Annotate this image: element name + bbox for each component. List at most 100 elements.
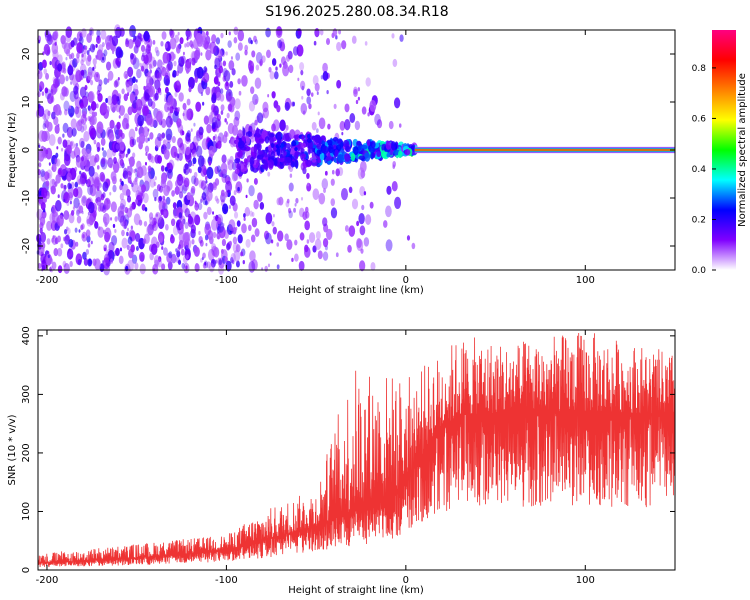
spectrogram-cell	[299, 62, 305, 71]
spectrogram-cell	[175, 180, 180, 188]
spectrogram-cell	[228, 205, 231, 209]
spectrogram-cell	[330, 178, 335, 186]
spectrogram-cell	[398, 123, 402, 128]
spectrogram-cell	[238, 173, 242, 179]
spectrogram-cell	[273, 71, 279, 80]
spectrogram-cell	[247, 60, 255, 72]
spectrogram-cell	[291, 257, 294, 263]
spectrogram-cell	[103, 229, 106, 234]
spectrogram-cell	[358, 155, 366, 161]
spectrogram-cell	[79, 86, 87, 98]
spectrogram-cell	[65, 75, 69, 82]
spectrogram-cell	[229, 81, 234, 88]
spectrogram-cell	[294, 239, 298, 246]
spectrogram-cell	[234, 158, 241, 164]
spectrogram-cell	[218, 65, 224, 74]
spectrogram-cell	[364, 152, 371, 162]
spectrogram-cell	[131, 201, 136, 210]
spectrogram-cell	[87, 54, 92, 62]
spectrogram-cell	[92, 258, 97, 266]
spectrogram-cell	[226, 121, 229, 125]
spectrogram-cell	[359, 225, 366, 236]
spectrogram-cell	[186, 98, 191, 106]
spectrogram-cell	[150, 155, 156, 164]
spectrogram-cell	[98, 44, 104, 53]
spectrogram-cell	[41, 59, 47, 69]
spectrogram-cell	[164, 93, 167, 99]
spectrogram-cell	[147, 137, 150, 142]
spectrogram-cell	[222, 134, 228, 144]
spectrogram-cell	[225, 51, 228, 56]
spectrogram-cell	[161, 150, 164, 155]
spectrogram-cell	[156, 110, 163, 123]
spectrogram-cell	[46, 220, 52, 231]
spectrogram-cell	[88, 258, 92, 265]
spectrogram-cell	[75, 107, 82, 119]
y-tick-label: -20	[21, 238, 32, 254]
spectrogram-cell	[280, 56, 286, 66]
spectrogram-cell	[313, 40, 317, 46]
spectrogram-cell	[109, 191, 112, 196]
spectrogram-cell	[163, 209, 167, 216]
spectrogram-cell	[351, 198, 359, 210]
spectrogram-cell	[67, 64, 74, 76]
spectrogram-cell	[277, 137, 281, 147]
spectrogram-cell	[294, 202, 297, 207]
spectrogram-cell	[308, 103, 312, 110]
spectrogram-cell	[115, 46, 123, 59]
spectrogram-cell	[38, 130, 46, 142]
spectrogram-cell	[162, 198, 167, 207]
snr-y-label: SNR (10 * v/v)	[7, 414, 18, 485]
spectrogram-cell	[298, 260, 305, 271]
spectrogram-cell	[131, 180, 139, 193]
spectrogram-cell	[216, 198, 220, 204]
spectrogram-cell	[42, 123, 47, 130]
spectrogram-cell	[325, 228, 333, 241]
y-tick-label: 200	[21, 443, 32, 462]
spectrogram-cell	[81, 147, 87, 156]
spectrogram-cell	[314, 28, 320, 38]
spectrogram-cell	[171, 190, 175, 197]
spectrogram-cell	[206, 136, 210, 143]
spectrogram-cell	[65, 48, 71, 57]
spectrogram-cell	[364, 41, 368, 46]
spectrogram-cell	[397, 150, 403, 159]
spectrogram-cell	[51, 211, 59, 224]
spectrogram-cell	[234, 168, 240, 175]
spectrogram-y-label: Frequency (Hz)	[7, 112, 18, 188]
spectrogram-cell	[338, 29, 342, 35]
spectrogram-cell	[86, 218, 90, 225]
spectrogram-cell	[96, 29, 101, 37]
y-tick-label: -10	[21, 190, 32, 206]
spectrogram-cell	[61, 40, 67, 50]
spectrogram-cell	[207, 114, 214, 125]
spectrogram-cell	[46, 34, 53, 46]
spectrogram-cell	[103, 216, 107, 224]
spectrogram-cell	[268, 144, 272, 151]
spectrogram-cell	[106, 126, 114, 139]
spectrogram-cell	[185, 265, 188, 270]
spectrogram-cell	[144, 161, 148, 166]
spectrogram-cell	[92, 66, 95, 71]
spectrogram-cell	[88, 47, 91, 52]
spectrogram-cell	[186, 108, 194, 121]
spectrogram-cell	[290, 161, 295, 168]
spectrogram-cell	[344, 225, 349, 232]
spectrogram-cell	[336, 79, 342, 89]
spectrogram-cell	[102, 192, 106, 199]
spectrogram-cell	[254, 39, 258, 45]
spectrogram-cell	[157, 256, 162, 263]
spectrogram-cell	[360, 248, 364, 254]
spectrogram-cell	[299, 80, 306, 90]
spectrogram-cell	[123, 93, 128, 102]
spectrogram-cell	[107, 70, 114, 81]
spectrogram-cell	[277, 39, 283, 49]
spectrogram-cell	[272, 119, 280, 132]
spectrogram-cell	[322, 62, 328, 73]
spectrogram-cell	[135, 245, 139, 252]
spectrogram-cell	[204, 234, 209, 241]
spectrogram-cell	[269, 136, 274, 145]
spectrogram-cell	[117, 76, 120, 81]
spectrogram-cell	[149, 252, 154, 261]
spectrogram-cell	[75, 142, 79, 147]
